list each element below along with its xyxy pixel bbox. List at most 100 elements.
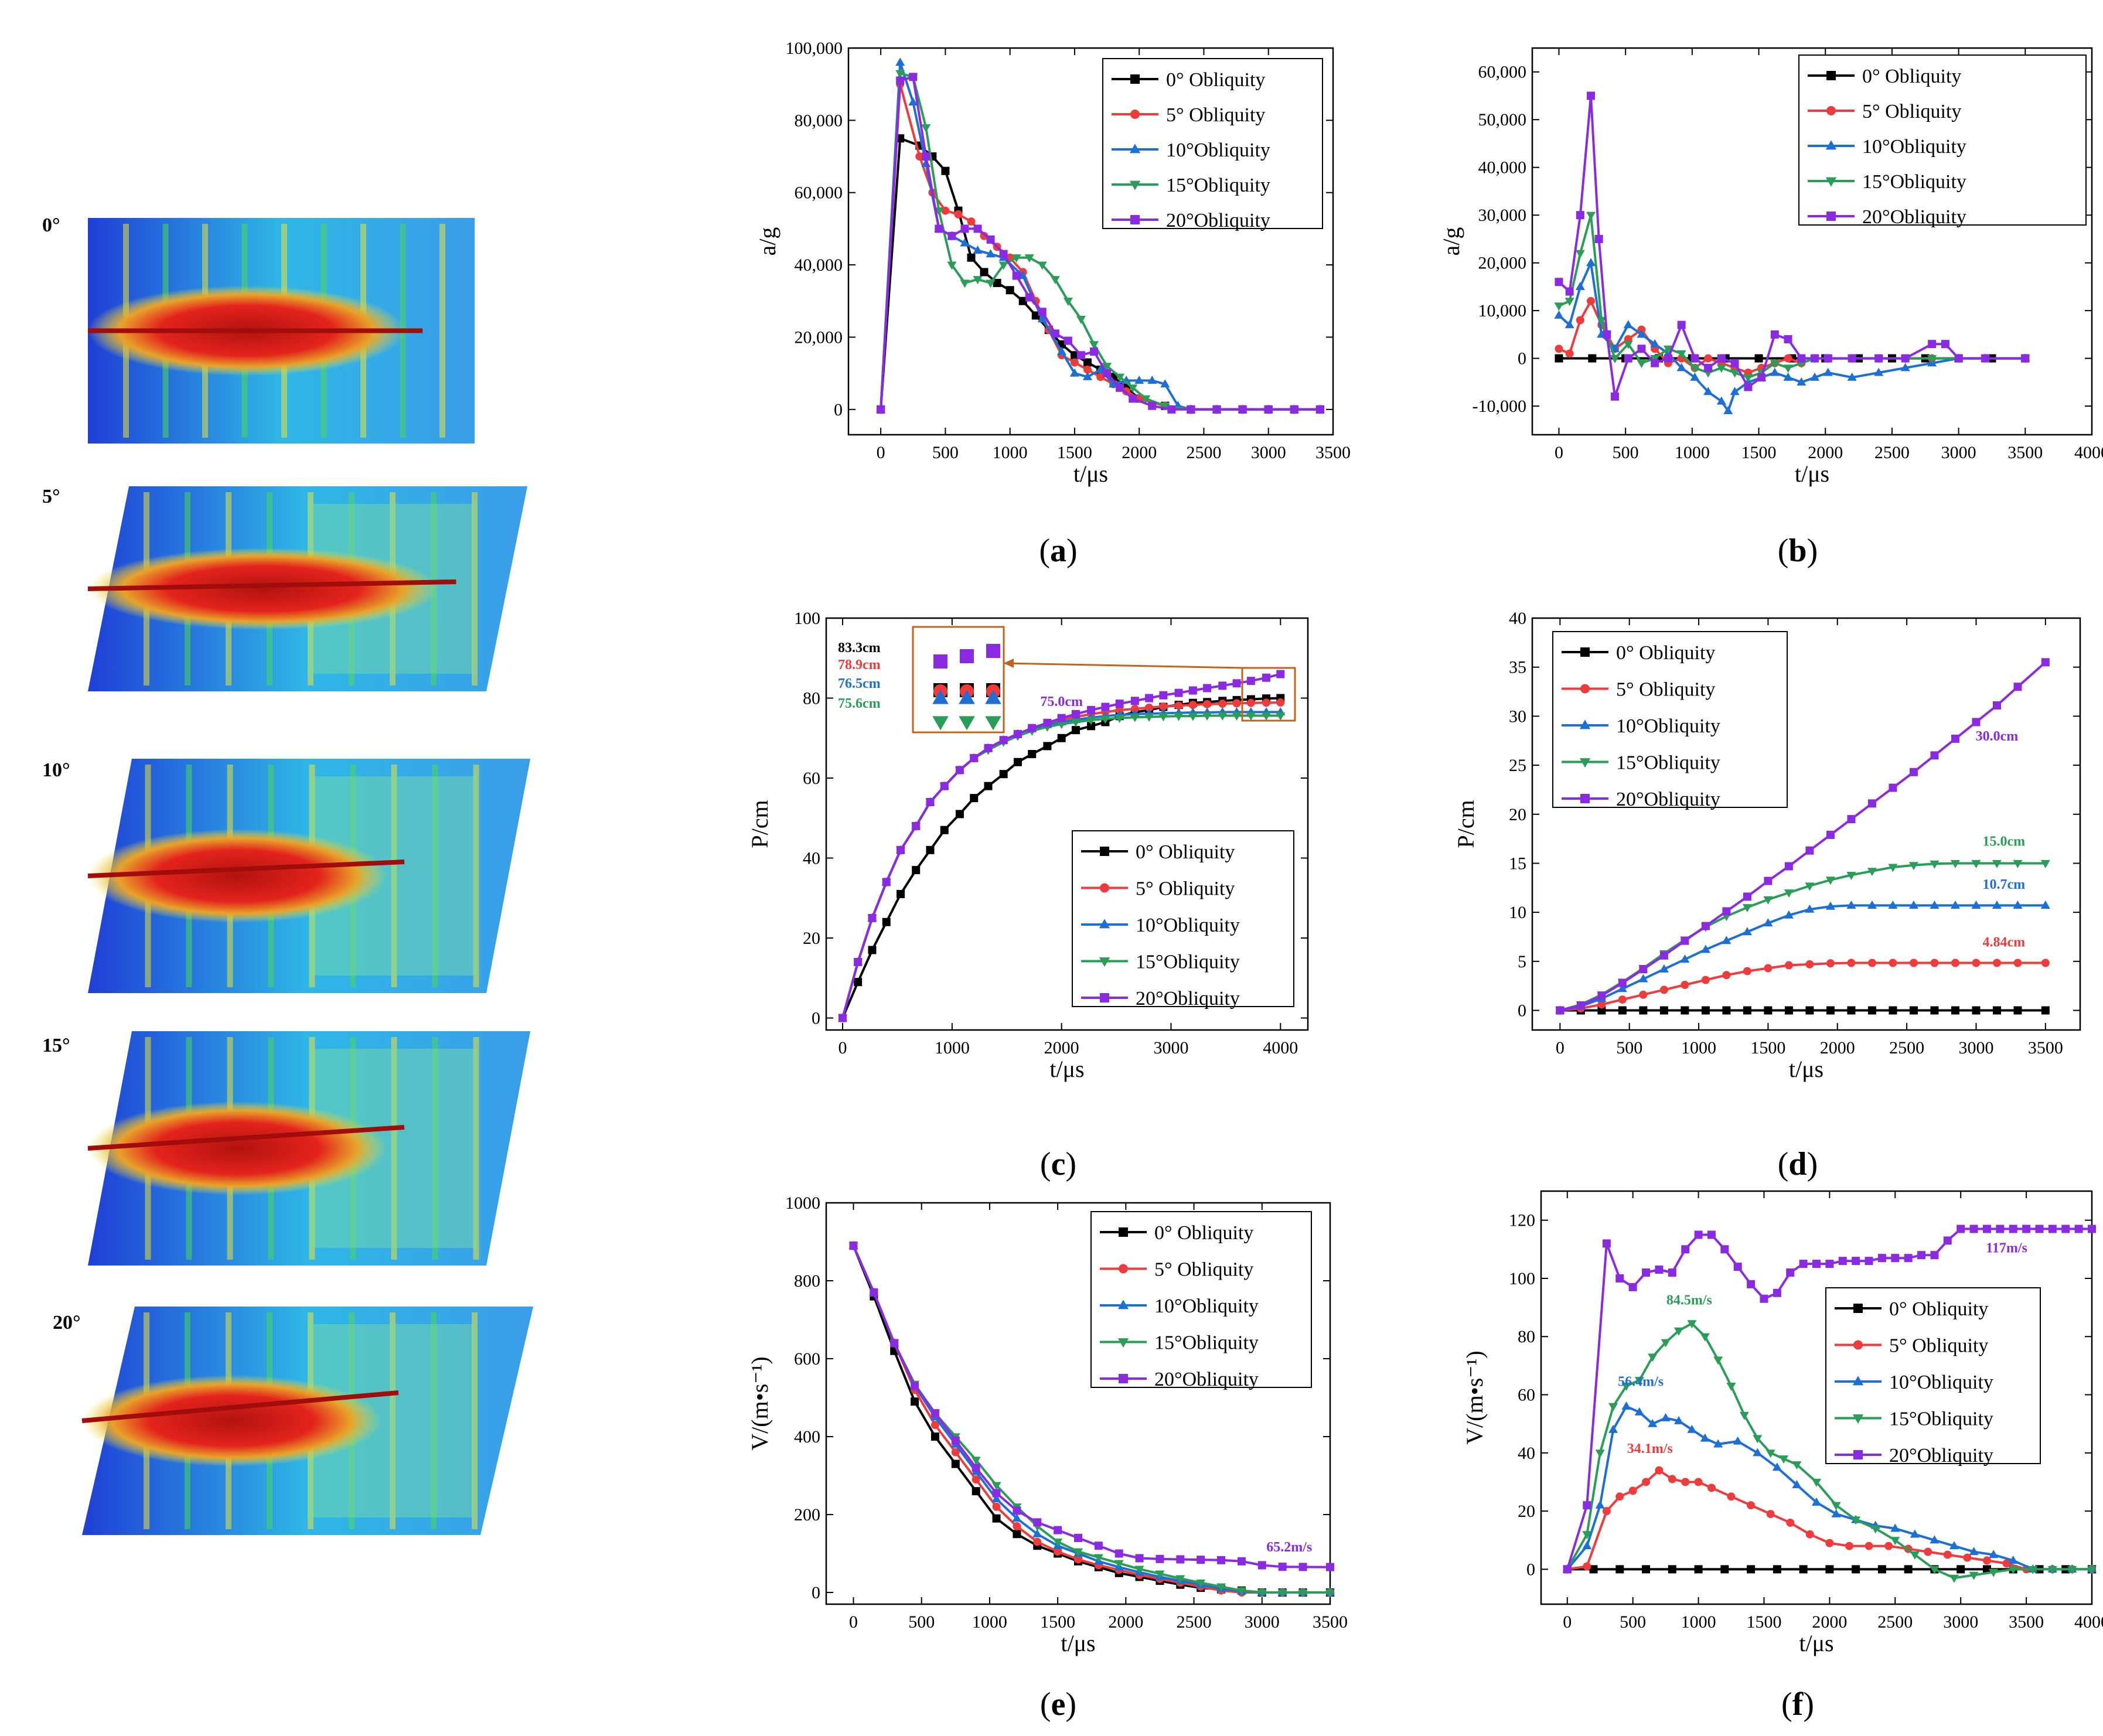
data-point: [1024, 254, 1034, 263]
data-point: [1597, 1006, 1606, 1015]
data-point: [1992, 860, 2002, 868]
data-point: [1100, 993, 1109, 1002]
data-point: [930, 1433, 939, 1441]
y-tick-label: 0: [812, 1009, 820, 1028]
y-tick-label: 400: [794, 1427, 820, 1447]
legend-label: 0° Obliquity: [1889, 1298, 1988, 1320]
data-point: [1889, 1006, 1897, 1015]
data-point: [2021, 354, 2030, 363]
data-point: [1575, 282, 1585, 291]
data-point: [1589, 1565, 1598, 1574]
data-point: [1037, 261, 1047, 270]
x-tick-label: 1000: [993, 443, 1028, 462]
legend-label: 5° Obliquity: [1889, 1335, 1988, 1357]
data-point: [1848, 354, 1856, 363]
data-point: [1743, 374, 1753, 383]
data-point: [1663, 345, 1673, 354]
data-point: [1703, 387, 1713, 395]
data-point: [1246, 698, 1255, 707]
data-point: [911, 1382, 919, 1390]
obliquity-label: 10°: [42, 759, 70, 781]
data-point: [1784, 354, 1792, 363]
plot-frame: [825, 1202, 1331, 1605]
inset-annotation: 83.3cm: [838, 640, 881, 656]
data-point: [1167, 405, 1176, 414]
x-tick-label: 4000: [2074, 1612, 2103, 1632]
data-point: [1694, 1230, 1703, 1239]
data-point: [1825, 876, 1835, 885]
data-point: [1232, 679, 1241, 688]
data-point: [1006, 286, 1014, 295]
legend-label: 15°Obliquity: [1136, 951, 1240, 973]
x-tick-label: 1500: [1057, 443, 1092, 462]
data-point: [1909, 1006, 1918, 1015]
data-point: [1805, 882, 1815, 891]
data-point: [1083, 365, 1092, 374]
data-point: [992, 1489, 1001, 1498]
x-tick-label: 3500: [2028, 1038, 2063, 1058]
data-point: [1159, 702, 1168, 711]
x-tick-label: 0: [1555, 443, 1563, 462]
data-point: [1700, 1333, 1710, 1342]
data-point: [1659, 964, 1669, 973]
data-point: [1032, 1529, 1042, 1537]
data-point: [1809, 372, 1820, 381]
data-point: [1212, 405, 1221, 414]
series-4: [1556, 658, 2050, 1015]
data-point: [1805, 960, 1814, 968]
value-annotation: 56.4m/s: [1618, 1375, 1664, 1390]
data-point: [1648, 1353, 1658, 1362]
fracture-band: [390, 1312, 396, 1529]
data-point: [1778, 1455, 1789, 1464]
data-point: [2040, 860, 2050, 868]
data-point: [986, 249, 996, 258]
data-point: [992, 1514, 1001, 1523]
obliquity-label: 20°: [53, 1312, 81, 1333]
data-point: [1013, 729, 1022, 738]
data-point: [1949, 1574, 1959, 1583]
data-point: [1694, 1478, 1703, 1486]
data-point: [1846, 901, 1856, 909]
data-point: [980, 268, 989, 277]
data-point: [1638, 974, 1648, 983]
y-tick-label: 600: [794, 1349, 820, 1369]
y-tick-label: 0: [1518, 349, 1526, 369]
data-point: [1290, 405, 1298, 414]
data-point: [1943, 1550, 1952, 1559]
data-point: [1701, 922, 1710, 930]
data-point: [1784, 1006, 1793, 1015]
penetration-channel: [82, 1375, 381, 1466]
data-point: [1637, 345, 1646, 353]
data-point: [1792, 1461, 1802, 1470]
data-point: [1972, 718, 1981, 727]
data-point: [947, 231, 956, 240]
data-point: [1012, 271, 1021, 280]
y-axis-label: V/(m•s⁻¹): [747, 1356, 773, 1450]
data-point: [1950, 901, 1961, 909]
chart-b: 0 500 1000 1500 2000 2500 3000 3500 4000 -10,000 0…: [1438, 47, 2103, 569]
data-point: [1025, 293, 1034, 302]
data-point: [1867, 1006, 1876, 1015]
data-point: [1943, 1236, 1952, 1245]
data-point: [1851, 1516, 1861, 1525]
data-point: [1642, 1268, 1651, 1277]
data-point: [1037, 314, 1047, 323]
data-point: [1867, 959, 1876, 967]
data-point: [1992, 959, 2001, 967]
legend: 0° Obliquity 5° Obliquity 10°Obliquity 15°O…: [1102, 58, 1323, 231]
data-point: [1747, 1280, 1756, 1288]
data-point: [1579, 758, 1591, 768]
data-point: [882, 878, 891, 886]
data-point: [1716, 364, 1726, 373]
series-4: [877, 73, 1324, 414]
data-point: [951, 1436, 960, 1445]
data-point: [1730, 387, 1740, 395]
legend-label: 20°Obliquity: [1154, 1369, 1259, 1390]
data-point: [1823, 354, 1832, 363]
data-point: [1877, 1254, 1886, 1263]
y-tick-label: 200: [794, 1505, 820, 1524]
data-point: [1556, 1006, 1565, 1015]
data-point: [1031, 311, 1040, 320]
data-point: [1908, 901, 1918, 909]
data-point: [1610, 355, 1620, 364]
